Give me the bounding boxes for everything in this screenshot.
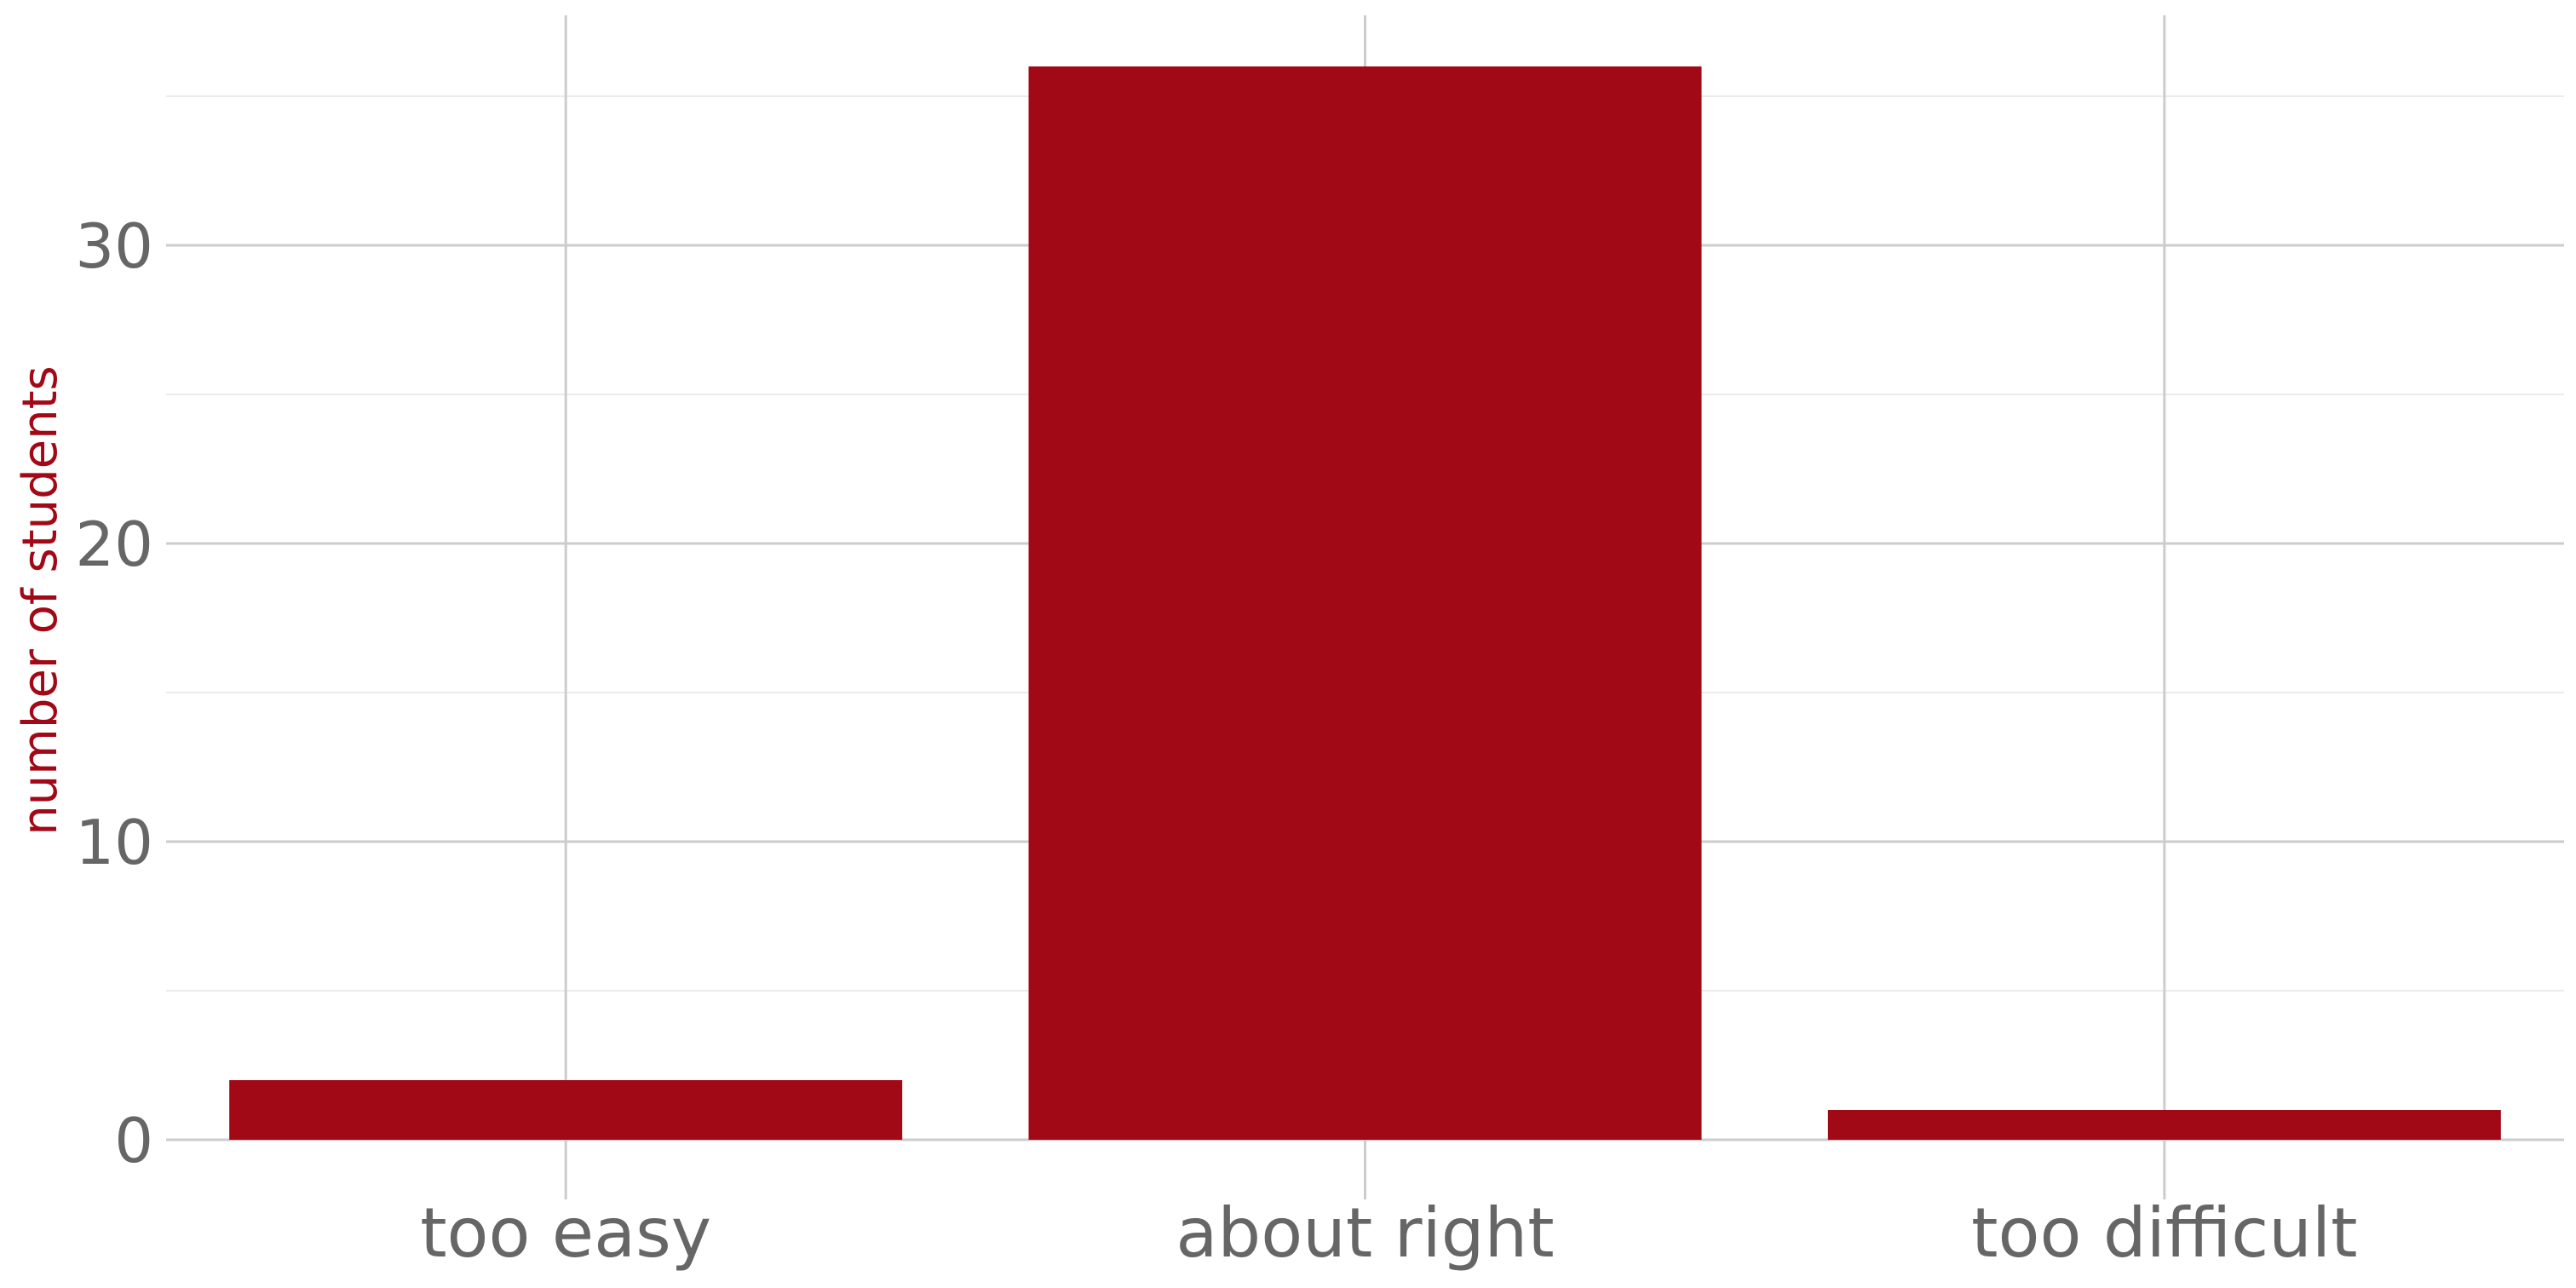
x-tick-label: about right — [1176, 1193, 1554, 1273]
y-tick-label: 0 — [114, 1105, 153, 1176]
bar-about-right — [1028, 66, 1702, 1140]
y-tick-label: 10 — [75, 807, 153, 878]
y-tick-label: 20 — [75, 509, 153, 580]
bar-too-difficult — [1827, 1110, 2501, 1140]
y-tick-label: 30 — [75, 210, 153, 282]
y-axis-ticks: 0 10 20 30 — [75, 210, 153, 1176]
x-tick-label: too difficult — [1971, 1193, 2357, 1273]
y-axis-title: number of students — [13, 365, 68, 835]
x-axis-ticks: too easy about right too difficult — [420, 1193, 2357, 1273]
bars — [229, 66, 2501, 1140]
x-tick-label: too easy — [420, 1193, 711, 1273]
bar-too-easy — [229, 1080, 903, 1140]
